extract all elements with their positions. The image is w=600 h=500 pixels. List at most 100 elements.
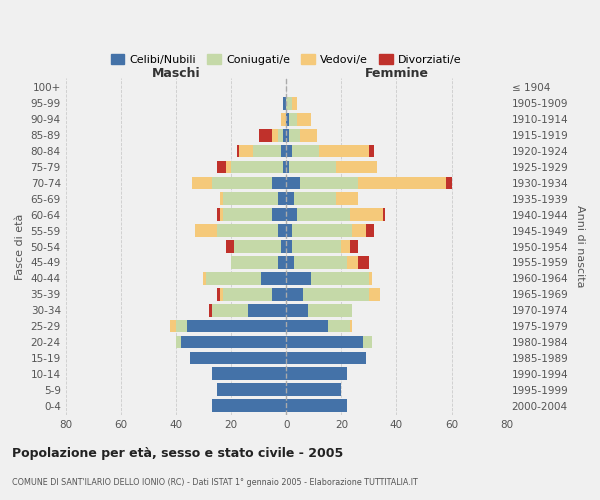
Bar (262, 272, 286, 284)
Bar (286, 368, 347, 380)
Bar (248, 304, 286, 316)
Bar (187, 320, 286, 332)
Bar (220, 208, 223, 221)
Bar (286, 113, 289, 126)
Bar (292, 144, 319, 158)
Bar (295, 256, 347, 269)
Bar (272, 288, 286, 300)
Y-axis label: Fasce di età: Fasce di età (15, 214, 25, 280)
Bar (220, 192, 223, 205)
Bar (383, 208, 385, 221)
Bar (203, 272, 206, 284)
Bar (278, 129, 283, 141)
Bar (289, 113, 297, 126)
Bar (281, 144, 286, 158)
Bar (319, 144, 369, 158)
Bar (366, 224, 374, 237)
Bar (297, 208, 350, 221)
Bar (181, 336, 286, 348)
Bar (226, 160, 231, 173)
Bar (170, 320, 176, 332)
Bar (369, 144, 374, 158)
Bar (217, 160, 226, 173)
Bar (209, 304, 212, 316)
Bar (350, 208, 383, 221)
Text: COMUNE DI SANT'ILARIO DELLO IONIO (RC) - Dati ISTAT 1° gennaio 2005 - Elaborazio: COMUNE DI SANT'ILARIO DELLO IONIO (RC) -… (12, 478, 418, 487)
Bar (286, 240, 292, 253)
Bar (286, 320, 328, 332)
Bar (195, 224, 217, 237)
Legend: Celibi/Nubili, Coniugati/e, Vedovi/e, Divorziati/e: Celibi/Nubili, Coniugati/e, Vedovi/e, Di… (106, 50, 466, 70)
Bar (272, 129, 278, 141)
Bar (308, 304, 352, 316)
Bar (358, 176, 446, 190)
Bar (231, 160, 283, 173)
Bar (286, 144, 292, 158)
Bar (190, 352, 286, 364)
Bar (292, 240, 341, 253)
Bar (176, 336, 181, 348)
Bar (281, 240, 286, 253)
Bar (364, 336, 371, 348)
Bar (212, 304, 248, 316)
Bar (341, 240, 350, 253)
Bar (223, 192, 278, 205)
Bar (217, 224, 278, 237)
Bar (286, 129, 289, 141)
Bar (303, 288, 369, 300)
Bar (223, 288, 272, 300)
Bar (272, 208, 286, 221)
Bar (289, 160, 336, 173)
Bar (350, 320, 352, 332)
Bar (212, 399, 286, 412)
Bar (239, 144, 253, 158)
Bar (253, 144, 281, 158)
Bar (272, 176, 286, 190)
Text: Maschi: Maschi (152, 66, 200, 80)
Bar (278, 224, 286, 237)
Bar (297, 113, 311, 126)
Bar (352, 224, 366, 237)
Bar (176, 320, 187, 332)
Y-axis label: Anni di nascita: Anni di nascita (575, 206, 585, 288)
Text: Popolazione per età, sesso e stato civile - 2005: Popolazione per età, sesso e stato civil… (12, 448, 343, 460)
Bar (289, 129, 300, 141)
Bar (358, 256, 369, 269)
Bar (336, 160, 377, 173)
Bar (193, 176, 212, 190)
Bar (236, 144, 239, 158)
Bar (286, 399, 347, 412)
Bar (283, 97, 286, 110)
Bar (286, 288, 303, 300)
Bar (292, 224, 352, 237)
Bar (286, 336, 364, 348)
Bar (369, 288, 380, 300)
Bar (212, 368, 286, 380)
Bar (278, 192, 286, 205)
Bar (286, 176, 300, 190)
Bar (286, 256, 295, 269)
Bar (217, 384, 286, 396)
Bar (259, 129, 272, 141)
Bar (292, 97, 297, 110)
Bar (234, 240, 281, 253)
Bar (286, 208, 297, 221)
Bar (283, 160, 286, 173)
Bar (446, 176, 452, 190)
Bar (286, 97, 292, 110)
Bar (286, 192, 295, 205)
Bar (220, 288, 223, 300)
Bar (217, 208, 220, 221)
Bar (286, 384, 341, 396)
Bar (286, 304, 308, 316)
Bar (286, 352, 366, 364)
Bar (300, 176, 358, 190)
Bar (226, 240, 234, 253)
Bar (286, 272, 311, 284)
Bar (278, 256, 286, 269)
Bar (286, 224, 292, 237)
Bar (328, 320, 350, 332)
Bar (369, 272, 371, 284)
Bar (223, 208, 272, 221)
Bar (231, 256, 278, 269)
